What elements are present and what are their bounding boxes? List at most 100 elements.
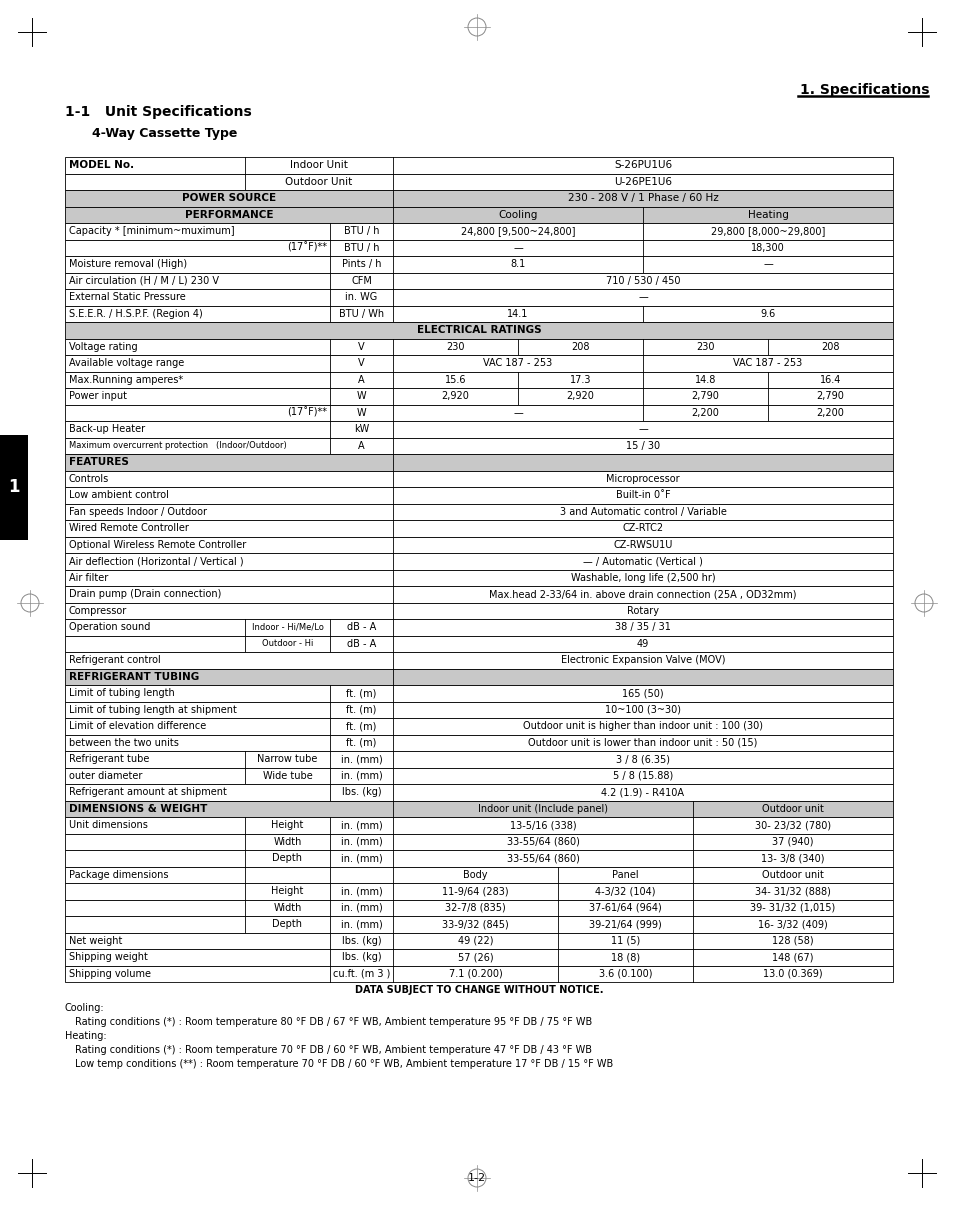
Text: BTU / h: BTU / h (343, 227, 379, 236)
Text: 4-3/32 (104): 4-3/32 (104) (595, 886, 655, 897)
Text: 13.0 (0.369): 13.0 (0.369) (762, 969, 821, 978)
Text: 2,790: 2,790 (816, 392, 843, 401)
Text: Air deflection (Horizontal / Vertical ): Air deflection (Horizontal / Vertical ) (69, 557, 243, 566)
Bar (65, 289, 892, 306)
Text: 7.1 (0.200): 7.1 (0.200) (448, 969, 502, 978)
Text: 4-Way Cassette Type: 4-Way Cassette Type (91, 128, 237, 141)
Text: Air filter: Air filter (69, 572, 108, 583)
Text: 18,300: 18,300 (750, 242, 784, 253)
Text: FEATURES: FEATURES (69, 457, 129, 468)
Text: lbs. (kg): lbs. (kg) (341, 936, 381, 946)
Text: Heating: Heating (747, 210, 787, 219)
Bar (65, 272, 892, 289)
Bar (65, 866, 892, 883)
Bar (65, 157, 892, 174)
Text: —: — (513, 407, 522, 418)
Text: Depth: Depth (273, 853, 302, 863)
Text: 38 / 35 / 31: 38 / 35 / 31 (615, 622, 670, 633)
Text: 11 (5): 11 (5) (610, 936, 639, 946)
Text: S.E.E.R. / H.S.P.F. (Region 4): S.E.E.R. / H.S.P.F. (Region 4) (69, 308, 203, 319)
Text: Max.Running amperes*: Max.Running amperes* (69, 375, 183, 384)
Text: PERFORMANCE: PERFORMANCE (185, 210, 273, 219)
Text: U-26PE1U6: U-26PE1U6 (614, 177, 671, 187)
Bar (65, 570, 892, 586)
Bar (65, 684, 892, 701)
Text: 3.6 (0.100): 3.6 (0.100) (598, 969, 652, 978)
Text: 230: 230 (446, 342, 464, 352)
Text: Electronic Expansion Valve (MOV): Electronic Expansion Valve (MOV) (560, 656, 724, 665)
Text: 1: 1 (9, 478, 20, 496)
Text: Operation sound: Operation sound (69, 622, 151, 633)
Bar (65, 916, 892, 933)
Text: Width: Width (273, 836, 301, 847)
Text: W: W (356, 392, 366, 401)
Bar (65, 965, 892, 982)
Bar (65, 817, 892, 834)
Text: Cooling:: Cooling: (65, 1003, 105, 1013)
Text: in. (mm): in. (mm) (340, 754, 382, 764)
Text: 8.1: 8.1 (510, 259, 525, 269)
Bar (65, 255, 892, 272)
Text: Available voltage range: Available voltage range (69, 358, 184, 369)
Text: 14.8: 14.8 (694, 375, 716, 384)
Bar (65, 371, 892, 388)
Text: Panel: Panel (612, 870, 639, 880)
Bar (65, 174, 892, 190)
Text: 13- 3/8 (340): 13- 3/8 (340) (760, 853, 824, 863)
Text: 5 / 8 (15.88): 5 / 8 (15.88) (612, 771, 673, 781)
Text: W: W (356, 407, 366, 418)
Text: POWER SOURCE: POWER SOURCE (182, 193, 275, 204)
Text: 18 (8): 18 (8) (610, 952, 639, 963)
Text: VAC 187 - 253: VAC 187 - 253 (483, 358, 552, 369)
Bar (65, 388, 892, 405)
Text: Pints / h: Pints / h (341, 259, 381, 269)
Text: Washable, long life (2,500 hr): Washable, long life (2,500 hr) (570, 572, 715, 583)
Text: kW: kW (354, 424, 369, 434)
Text: Refrigerant tube: Refrigerant tube (69, 754, 150, 764)
Text: ft. (m): ft. (m) (346, 737, 376, 748)
Bar (65, 933, 892, 950)
Bar (65, 437, 892, 454)
Text: Back-up Heater: Back-up Heater (69, 424, 145, 434)
Text: DATA SUBJECT TO CHANGE WITHOUT NOTICE.: DATA SUBJECT TO CHANGE WITHOUT NOTICE. (355, 984, 602, 995)
Text: 16- 3/32 (409): 16- 3/32 (409) (758, 919, 827, 929)
Bar (65, 602, 892, 619)
Text: Outdoor Unit: Outdoor Unit (285, 177, 353, 187)
Text: dB - A: dB - A (347, 622, 375, 633)
Bar (65, 834, 892, 850)
Text: 33-55/64 (860): 33-55/64 (860) (506, 853, 578, 863)
Text: Voltage rating: Voltage rating (69, 342, 137, 352)
Text: 165 (50): 165 (50) (621, 688, 663, 698)
Text: Height: Height (271, 886, 303, 897)
Text: in. (mm): in. (mm) (340, 821, 382, 830)
Text: 11-9/64 (283): 11-9/64 (283) (442, 886, 508, 897)
Bar (65, 619, 892, 635)
Text: 1. Specifications: 1. Specifications (800, 83, 928, 96)
Bar (65, 586, 892, 602)
Bar (65, 206, 892, 223)
Bar (65, 306, 892, 322)
Text: ELECTRICAL RATINGS: ELECTRICAL RATINGS (416, 325, 540, 335)
Text: ft. (m): ft. (m) (346, 722, 376, 731)
Text: in. (mm): in. (mm) (340, 771, 382, 781)
Text: 128 (58): 128 (58) (771, 936, 813, 946)
Bar (65, 504, 892, 521)
Bar (65, 553, 892, 570)
Bar (65, 421, 892, 437)
Text: 32-7/8 (835): 32-7/8 (835) (445, 903, 505, 912)
Text: 3 and Automatic control / Variable: 3 and Automatic control / Variable (559, 507, 725, 517)
Text: Limit of tubing length: Limit of tubing length (69, 688, 174, 698)
Text: Compressor: Compressor (69, 606, 127, 616)
Text: 13-5/16 (338): 13-5/16 (338) (509, 821, 576, 830)
Text: 39-21/64 (999): 39-21/64 (999) (589, 919, 661, 929)
Bar (65, 536, 892, 553)
Text: Narrow tube: Narrow tube (257, 754, 317, 764)
Text: BTU / h: BTU / h (343, 242, 379, 253)
Bar (65, 240, 892, 255)
Text: 17.3: 17.3 (569, 375, 591, 384)
Bar (0, 435, 28, 540)
Text: Depth: Depth (273, 919, 302, 929)
Text: Heating:: Heating: (65, 1031, 107, 1041)
Text: V: V (357, 342, 364, 352)
Bar (65, 669, 892, 684)
